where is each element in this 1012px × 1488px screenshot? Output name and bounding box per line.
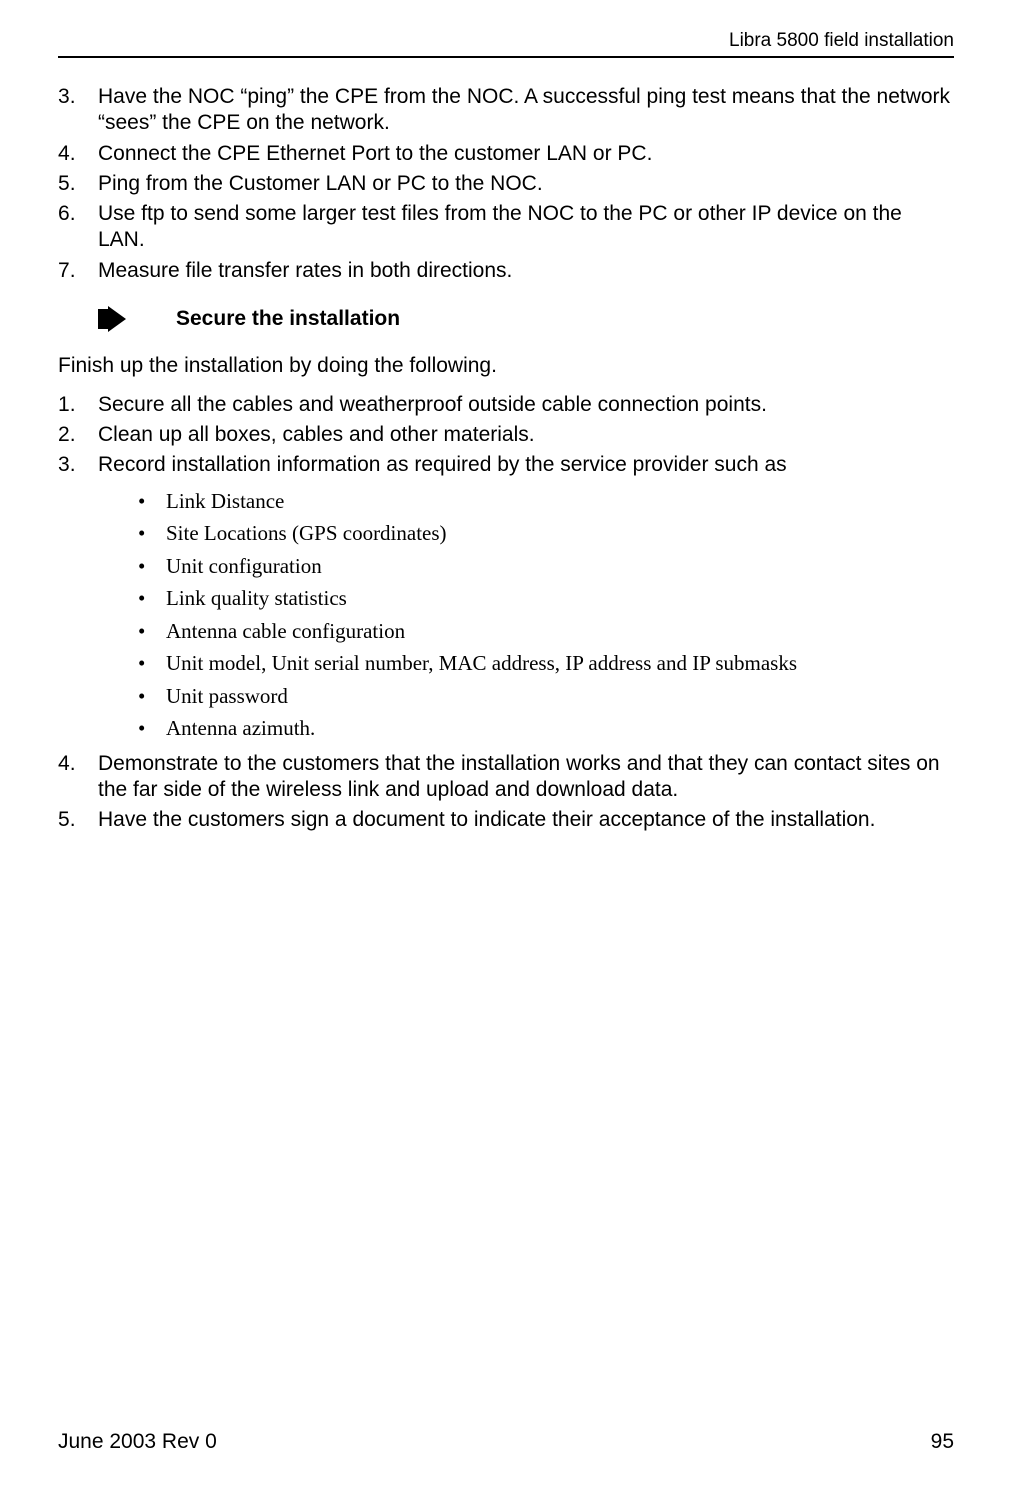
header-title: Libra 5800 field installation (58, 30, 954, 52)
section-title: Secure the installation (176, 307, 400, 331)
bullet-item: Link quality statistics (138, 582, 954, 615)
bullet-item: Unit model, Unit serial number, MAC addr… (138, 647, 954, 680)
list-item: Demonstrate to the customers that the in… (58, 751, 954, 804)
section-heading: Secure the installation (58, 306, 954, 332)
section-intro: Finish up the installation by doing the … (58, 354, 954, 378)
list-item: Measure file transfer rates in both dire… (58, 258, 954, 284)
bullet-item: Antenna azimuth. (138, 712, 954, 745)
sub-bullet-list: Link Distance Site Locations (GPS coordi… (98, 485, 954, 745)
page-footer: June 2003 Rev 0 95 (58, 1430, 954, 1454)
list-item: Have the customers sign a document to in… (58, 807, 954, 833)
bullet-item: Site Locations (GPS coordinates) (138, 517, 954, 550)
bullet-item: Antenna cable configuration (138, 615, 954, 648)
list-item: Ping from the Customer LAN or PC to the … (58, 171, 954, 197)
arrow-right-icon (98, 306, 126, 332)
footer-page-number: 95 (931, 1430, 954, 1454)
list-item: Have the NOC “ping” the CPE from the NOC… (58, 84, 954, 137)
bullet-item: Link Distance (138, 485, 954, 518)
first-ordered-list: Have the NOC “ping” the CPE from the NOC… (58, 84, 954, 284)
list-item: Connect the CPE Ethernet Port to the cus… (58, 141, 954, 167)
list-item: Clean up all boxes, cables and other mat… (58, 422, 954, 448)
page-header: Libra 5800 field installation (58, 30, 954, 58)
list-item: Record installation information as requi… (58, 452, 954, 745)
footer-left: June 2003 Rev 0 (58, 1430, 217, 1454)
list-item-text: Record installation information as requi… (98, 453, 787, 476)
bullet-item: Unit password (138, 680, 954, 713)
list-item: Secure all the cables and weatherproof o… (58, 392, 954, 418)
secure-ordered-list: Secure all the cables and weatherproof o… (58, 392, 954, 834)
bullet-item: Unit configuration (138, 550, 954, 583)
list-item: Use ftp to send some larger test files f… (58, 201, 954, 254)
